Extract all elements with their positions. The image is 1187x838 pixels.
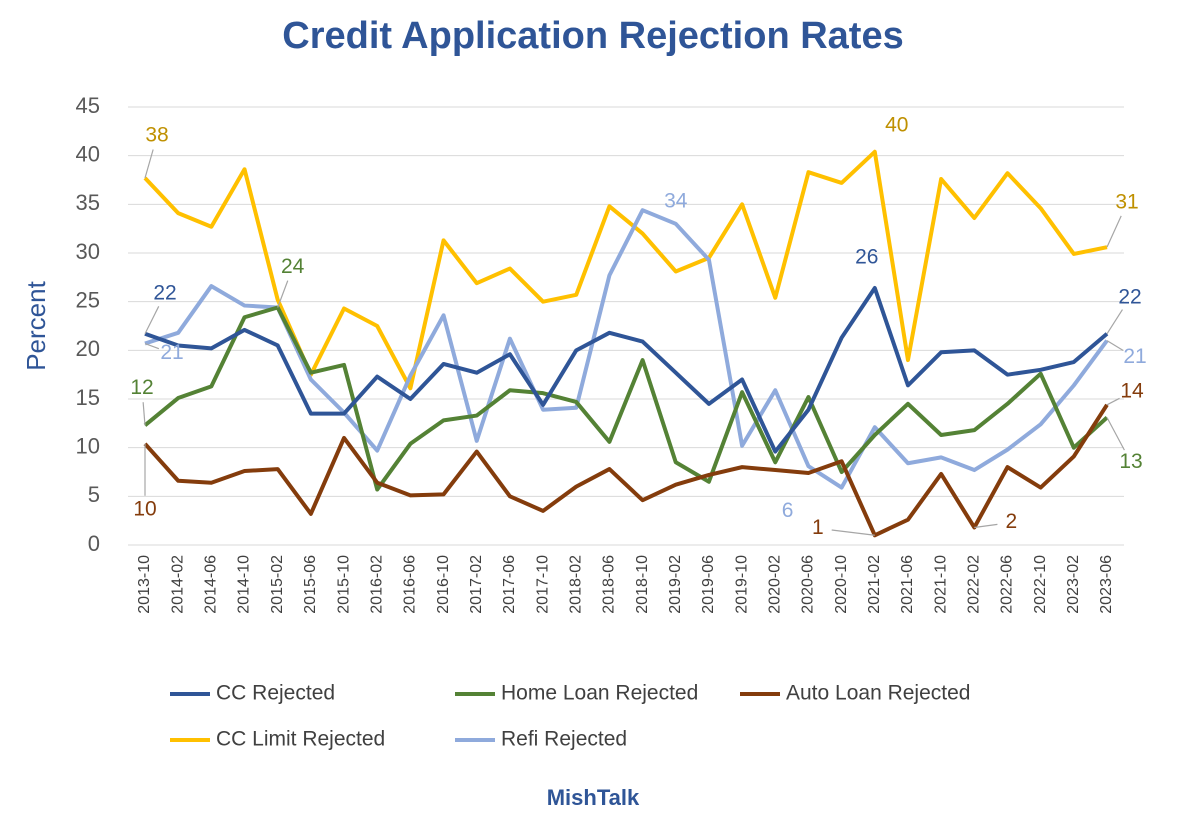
- x-tick-label: 2015-06: [302, 555, 319, 614]
- x-tick-label: 2016-02: [368, 555, 385, 614]
- data-label: 1: [812, 516, 824, 539]
- x-tick-label: 2019-02: [667, 555, 684, 614]
- leader-line: [142, 402, 146, 426]
- y-tick-label: 45: [76, 93, 100, 118]
- x-tick-label: 2015-02: [269, 555, 286, 614]
- leader-line: [1106, 309, 1123, 335]
- leader-line: [144, 149, 154, 179]
- series-line: [144, 208, 1109, 490]
- data-label: 21: [160, 341, 183, 364]
- y-tick-label: 10: [76, 433, 100, 458]
- x-tick-label: 2019-06: [700, 555, 717, 614]
- y-tick-label: 25: [76, 287, 100, 312]
- x-tick-label: 2019-10: [733, 555, 750, 614]
- x-tick-label: 2014-10: [236, 555, 253, 614]
- data-label: 13: [1119, 450, 1142, 473]
- x-tick-label: 2021-02: [866, 555, 883, 614]
- x-tick-label: 2016-06: [402, 555, 419, 614]
- leader-line: [144, 306, 160, 335]
- x-tick-label: 2021-10: [932, 555, 949, 614]
- x-tick-label: 2015-10: [335, 555, 352, 614]
- data-label: 10: [133, 497, 156, 520]
- data-label: 22: [1118, 285, 1141, 308]
- x-tick-label: 2018-02: [567, 555, 584, 614]
- chart-title: Credit Application Rejection Rates: [282, 15, 903, 57]
- leader-line: [1106, 397, 1120, 406]
- data-label: 6: [782, 499, 794, 522]
- legend-label: Refi Rejected: [501, 728, 627, 751]
- x-tick-label: 2016-10: [435, 555, 452, 614]
- data-label: 31: [1115, 191, 1138, 214]
- x-tick-label: 2018-06: [601, 555, 618, 614]
- leader-line: [1106, 417, 1125, 451]
- data-label: 14: [1120, 379, 1144, 402]
- y-tick-label: 0: [88, 531, 100, 556]
- leader-line: [1106, 340, 1124, 351]
- x-tick-label: 2017-06: [501, 555, 518, 614]
- x-tick-label: 2020-10: [833, 555, 850, 614]
- x-tick-label: 2023-02: [1065, 555, 1082, 614]
- y-tick-label: 30: [76, 239, 100, 264]
- data-label: 12: [130, 376, 153, 399]
- series-line: [144, 286, 1109, 454]
- legend-label: CC Limit Rejected: [216, 728, 385, 751]
- data-label: 21: [1123, 345, 1146, 368]
- legend-label: Auto Loan Rejected: [786, 682, 970, 705]
- x-tick-label: 2023-06: [1098, 555, 1115, 614]
- series-line: [143, 403, 1109, 538]
- x-tick-label: 2022-06: [999, 555, 1016, 614]
- x-tick-label: 2022-02: [966, 555, 983, 614]
- data-label: 34: [664, 189, 688, 212]
- data-label: 24: [281, 255, 305, 278]
- leader-line: [974, 523, 998, 529]
- y-tick-label: 35: [76, 190, 100, 215]
- x-tick-label: 2020-06: [800, 555, 817, 614]
- x-tick-label: 2013-10: [136, 555, 153, 614]
- x-tick-label: 2014-02: [169, 555, 186, 614]
- legend-label: Home Loan Rejected: [501, 682, 698, 705]
- x-tick-label: 2020-02: [766, 555, 783, 614]
- x-tick-label: 2014-06: [203, 555, 220, 614]
- series-line: [143, 305, 1109, 492]
- data-label: 22: [153, 281, 176, 304]
- y-axis-label: Percent: [21, 280, 51, 370]
- leader-line: [1106, 215, 1122, 248]
- data-label: 38: [145, 124, 168, 147]
- leader-line: [831, 529, 875, 536]
- data-label: 2: [1005, 510, 1017, 533]
- legend-label: CC Rejected: [216, 682, 335, 705]
- y-tick-label: 20: [76, 336, 100, 361]
- leader-line: [277, 280, 289, 308]
- data-label: 40: [885, 113, 908, 136]
- x-tick-label: 2017-02: [468, 555, 485, 614]
- x-tick-label: 2018-10: [634, 555, 651, 614]
- y-tick-label: 5: [88, 482, 100, 507]
- x-tick-label: 2022-10: [1032, 555, 1049, 614]
- x-tick-label: 2021-06: [899, 555, 916, 614]
- y-tick-label: 40: [76, 141, 100, 166]
- leader-line: [144, 342, 160, 350]
- y-tick-label: 15: [76, 385, 100, 410]
- x-tick-label: 2017-10: [534, 555, 551, 614]
- footer: MishTalk: [547, 785, 640, 810]
- data-label: 26: [855, 246, 878, 269]
